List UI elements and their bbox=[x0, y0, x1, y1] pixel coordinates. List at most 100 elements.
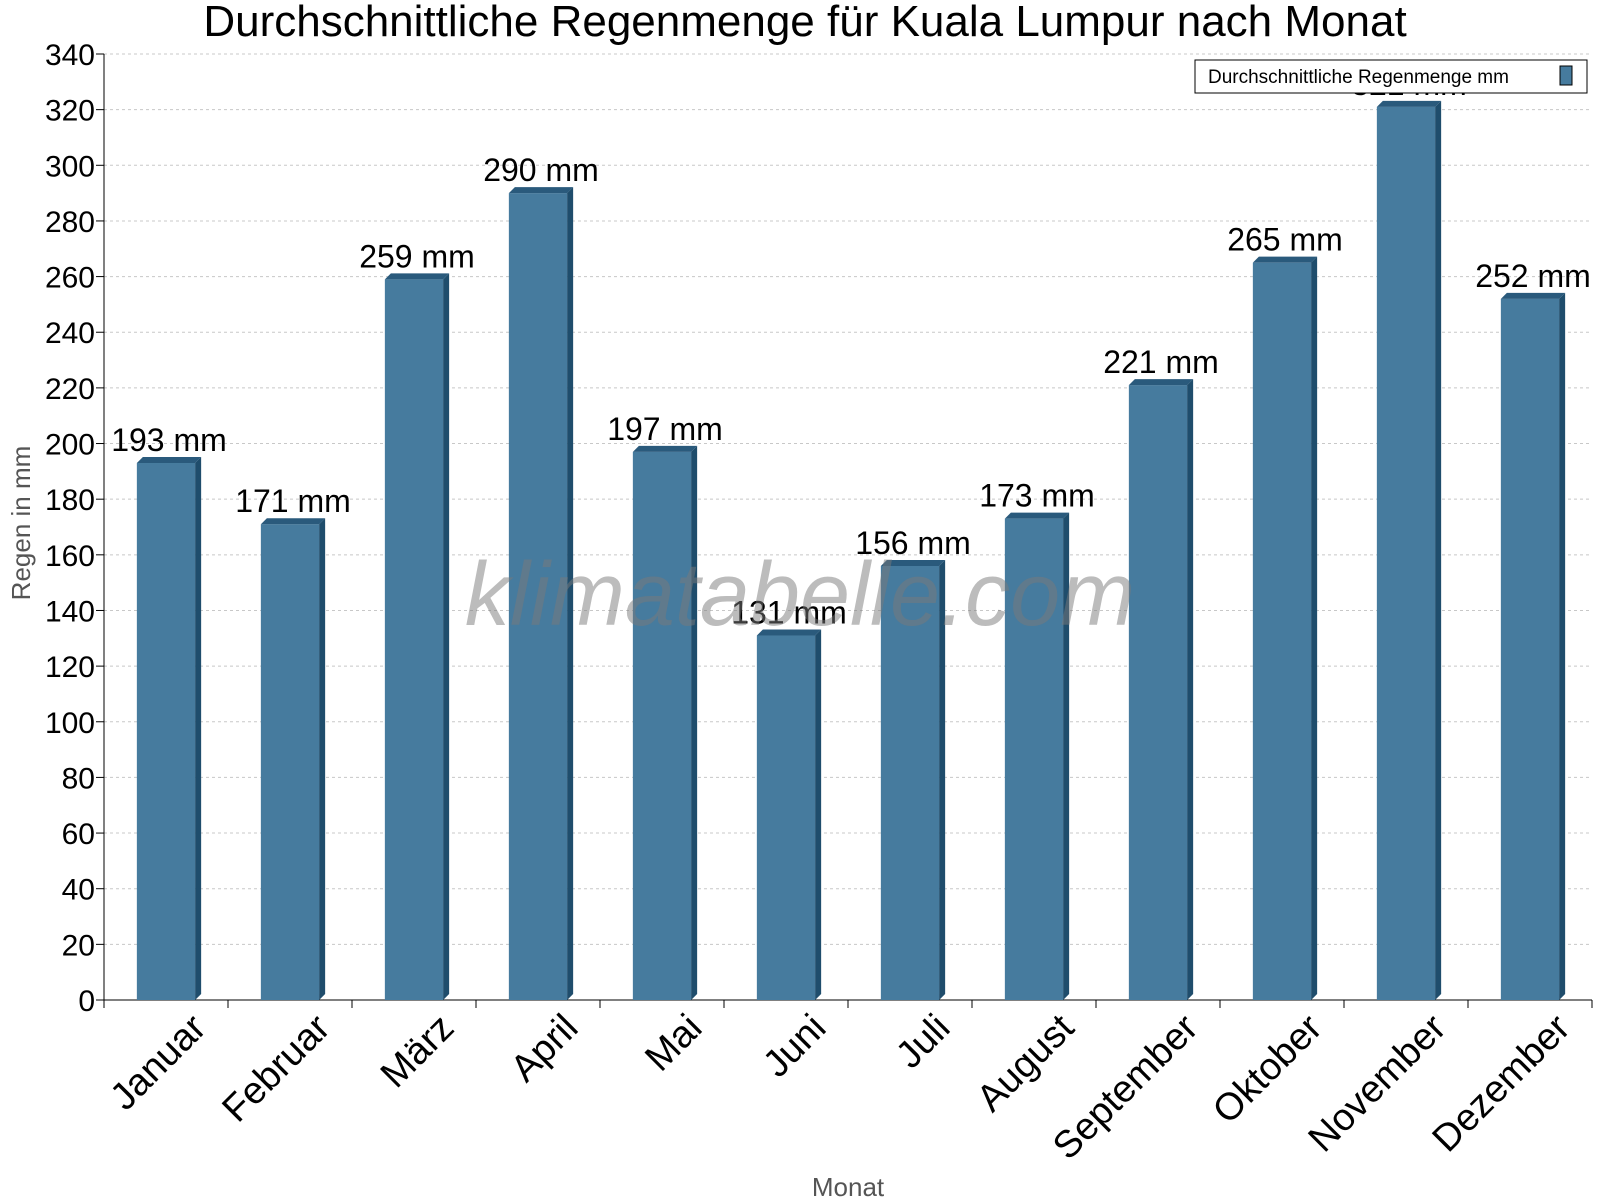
bar-top bbox=[880, 559, 946, 566]
bar-februar bbox=[260, 518, 326, 1000]
y-tick-label: 340 bbox=[45, 39, 95, 72]
y-tick-label: 240 bbox=[45, 317, 95, 350]
bar-september bbox=[1128, 379, 1194, 1001]
x-tick-label: April bbox=[503, 1007, 586, 1090]
bar-front bbox=[384, 279, 444, 1000]
x-tick-label: Februar bbox=[215, 1006, 339, 1130]
bar-juni bbox=[756, 629, 822, 1000]
bar-front bbox=[1004, 518, 1064, 1000]
x-tick-label: August bbox=[969, 1006, 1083, 1120]
data-label: 193 mm bbox=[111, 422, 227, 458]
bar-märz bbox=[384, 273, 450, 1000]
bar-top bbox=[1128, 379, 1194, 386]
y-tick-label: 20 bbox=[62, 929, 95, 962]
bar-oktober bbox=[1252, 256, 1318, 1000]
bar-top bbox=[1252, 256, 1318, 263]
bar-front bbox=[1376, 106, 1436, 1001]
chart-title: Durchschnittliche Regenmenge für Kuala L… bbox=[203, 0, 1406, 46]
y-axis-label: Regen in mm bbox=[6, 446, 36, 601]
bar-side bbox=[319, 518, 326, 1000]
bar-side bbox=[443, 273, 450, 1000]
data-label: 156 mm bbox=[855, 525, 971, 561]
bar-front bbox=[632, 451, 692, 1000]
bar-side bbox=[1435, 100, 1442, 1001]
y-tick-label: 200 bbox=[45, 429, 95, 462]
y-tick-label: 100 bbox=[45, 707, 95, 740]
bar-front bbox=[880, 565, 940, 1000]
gridlines bbox=[104, 53, 1592, 945]
x-tick-label: Juni bbox=[755, 1007, 834, 1086]
bar-dezember bbox=[1500, 292, 1566, 1000]
data-label: 265 mm bbox=[1227, 222, 1343, 258]
legend-swatch bbox=[1559, 65, 1573, 86]
y-tick-label: 260 bbox=[45, 262, 95, 295]
y-tick-label: 60 bbox=[62, 818, 95, 851]
data-label: 290 mm bbox=[483, 152, 599, 188]
y-tick-label: 160 bbox=[45, 540, 95, 573]
x-tick-label: März bbox=[373, 1007, 462, 1096]
bar-top bbox=[756, 629, 822, 636]
x-tick-label: Juli bbox=[888, 1007, 958, 1077]
bar-side bbox=[1187, 379, 1194, 1001]
x-tick-label: Oktober bbox=[1205, 1006, 1331, 1132]
data-label: 197 mm bbox=[607, 411, 723, 447]
y-tick-label: 220 bbox=[45, 373, 95, 406]
y-tick-labels: 0 20 40 60 80 100 120 140 160 180 200 220 240 260 280 3… bbox=[45, 39, 95, 1018]
y-tick-label: 320 bbox=[45, 95, 95, 128]
data-label: 221 mm bbox=[1103, 344, 1219, 380]
bar-april bbox=[508, 187, 574, 1000]
bar-top bbox=[1004, 512, 1070, 519]
bar-side bbox=[691, 445, 698, 1000]
x-tick-label: Dezember bbox=[1425, 1006, 1579, 1160]
bar-august bbox=[1004, 512, 1070, 1000]
bar-side bbox=[815, 629, 822, 1000]
bar-top bbox=[632, 445, 698, 452]
bar-top bbox=[1376, 100, 1442, 107]
y-tick-label: 80 bbox=[62, 762, 95, 795]
x-tick-label: Januar bbox=[102, 1006, 214, 1118]
data-label: 173 mm bbox=[979, 478, 1095, 514]
axes bbox=[96, 53, 1593, 1008]
bar-top bbox=[1500, 292, 1566, 299]
watermark: klimatabelle.com bbox=[465, 545, 1135, 645]
x-tick-labels: Januar Februar März April Mai Juni Juli AugustS… bbox=[102, 1006, 1578, 1167]
bar-side bbox=[1063, 512, 1070, 1000]
data-label: 252 mm bbox=[1475, 258, 1591, 294]
bar-top bbox=[260, 518, 326, 525]
bar-front bbox=[260, 524, 320, 1000]
y-tick-label: 180 bbox=[45, 484, 95, 517]
legend: Durchschnittliche Regenmenge mm bbox=[1194, 59, 1588, 94]
y-tick-label: 120 bbox=[45, 651, 95, 684]
bar-front bbox=[136, 463, 196, 1001]
bar-side bbox=[1559, 292, 1566, 1000]
y-tick-label: 0 bbox=[78, 985, 95, 1018]
bar-front bbox=[508, 193, 568, 1000]
bar-side bbox=[939, 559, 946, 1000]
x-axis-label: Monat bbox=[812, 1172, 885, 1200]
bar-mai bbox=[632, 445, 698, 1000]
data-label: 259 mm bbox=[359, 238, 475, 274]
x-tick-label: Mai bbox=[637, 1007, 710, 1080]
y-tick-label: 40 bbox=[62, 874, 95, 907]
bar-top bbox=[384, 273, 450, 280]
bar-front bbox=[1252, 262, 1312, 1000]
data-label: 131 mm bbox=[731, 595, 847, 631]
legend-box bbox=[1194, 59, 1588, 94]
bar-side bbox=[567, 187, 574, 1000]
bar-front bbox=[756, 635, 816, 1000]
bar-side bbox=[195, 457, 202, 1001]
legend-label: Durchschnittliche Regenmenge mm bbox=[1208, 67, 1509, 88]
y-tick-label: 300 bbox=[45, 150, 95, 183]
bar-front bbox=[1500, 298, 1560, 1000]
bar-front bbox=[1128, 385, 1188, 1001]
bar-top bbox=[136, 457, 202, 464]
bar-juli bbox=[880, 559, 946, 1000]
bar-januar bbox=[136, 457, 202, 1001]
data-label: 171 mm bbox=[235, 483, 351, 519]
y-tick-label: 140 bbox=[45, 595, 95, 628]
bar-side bbox=[1311, 256, 1318, 1000]
y-tick-label: 280 bbox=[45, 206, 95, 239]
bar-top bbox=[508, 187, 574, 194]
